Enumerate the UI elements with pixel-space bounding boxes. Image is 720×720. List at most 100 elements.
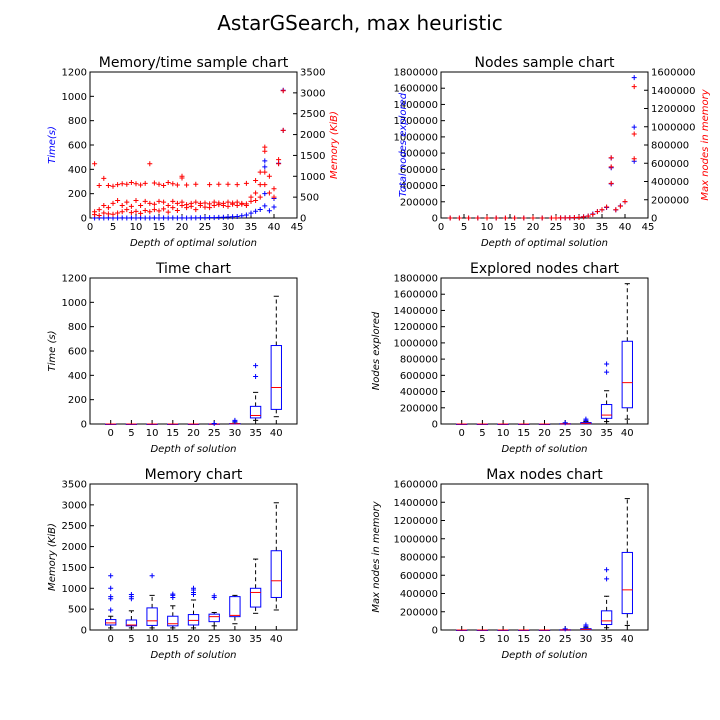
data-point [105, 205, 111, 211]
x-axis-label: Depth of optimal solution [130, 238, 257, 249]
data-point [253, 208, 259, 214]
data-point [590, 211, 596, 217]
box-10 [497, 423, 509, 425]
data-point [101, 215, 107, 221]
data-point [581, 214, 587, 220]
data-point [193, 215, 199, 221]
data-point [133, 181, 139, 187]
data-point [622, 199, 628, 205]
box-body [621, 551, 633, 615]
data-point [243, 201, 249, 207]
data-point [276, 157, 282, 163]
y-tick-label: 400 [68, 165, 87, 176]
x-tick-label: 20 [527, 222, 540, 233]
data-point [147, 161, 153, 167]
data-point [110, 183, 116, 189]
chart-explored: Explored nodes chart 0 200000 400000 600000 8… [371, 261, 649, 455]
x-tick-label: 45 [291, 222, 304, 233]
box-10 [146, 573, 158, 629]
chart-title: Max nodes chart [486, 467, 603, 483]
data-point [456, 215, 462, 221]
x-tick-label: 30 [222, 222, 235, 233]
data-point [138, 182, 144, 188]
y-tick-label: 600000 [400, 165, 438, 176]
y2-tick-label: 800000 [651, 141, 689, 152]
x-tick-label: 5 [128, 428, 134, 439]
y-axis-label: Nodes explored [371, 311, 382, 390]
data-point [604, 204, 610, 210]
plot-frame [89, 277, 298, 425]
data-point [105, 211, 111, 217]
y2-tick-label: 500 [300, 193, 319, 204]
y-tick-label: 2500 [62, 521, 87, 532]
chart-time: Time chart 0 200 400 600 800 1000 1200 0 5 10 15 20 2… [47, 261, 298, 455]
flier-point [191, 585, 196, 591]
y-tick-label: 0 [81, 420, 87, 431]
x-tick-label: 10 [130, 222, 143, 233]
y-tick-label: 0 [432, 626, 438, 637]
box-30 [580, 622, 592, 631]
data-point [101, 175, 107, 181]
box-body [125, 619, 138, 627]
data-point [585, 213, 591, 219]
data-point [631, 124, 637, 130]
y-tick-label: 200000 [400, 607, 438, 618]
y-axis-label: Max nodes in memory [371, 500, 382, 612]
box-20 [187, 423, 200, 425]
x-tick-label: 25 [208, 634, 221, 645]
y-tick-label: 200 [68, 189, 87, 200]
data-point [179, 215, 185, 221]
box-0 [105, 423, 117, 425]
data-point [220, 200, 226, 206]
box-15 [518, 423, 530, 425]
box-25 [208, 421, 220, 427]
flier-point [211, 421, 217, 427]
data-point [257, 194, 263, 200]
flier-point [583, 622, 589, 628]
data-point [147, 215, 153, 221]
y2-tick-label: 2000 [300, 130, 325, 141]
flier-point [604, 576, 610, 582]
data-point [151, 207, 157, 213]
data-point [197, 200, 203, 206]
data-point [115, 197, 121, 203]
data-point [211, 199, 217, 205]
data-point [262, 203, 268, 209]
data-point [234, 182, 240, 188]
data-point [151, 215, 157, 221]
x-tick-label: 35 [245, 222, 258, 233]
y2-tick-label: 1200000 [651, 104, 696, 115]
data-point [262, 148, 268, 154]
y-tick-label: 800 [68, 116, 87, 127]
box-35 [600, 361, 613, 423]
x-tick-label: 30 [580, 428, 593, 439]
data-point [115, 210, 121, 216]
data-point [165, 202, 171, 208]
charts-container: Memory/time sample chart0200400600800100… [47, 55, 711, 661]
data-point [197, 215, 203, 221]
chart-title: Nodes sample chart [474, 55, 615, 71]
x-tick-label: 30 [229, 428, 242, 439]
data-point [243, 212, 249, 218]
y2-tick-label: 200000 [651, 195, 689, 206]
data-point [142, 180, 148, 186]
data-point [530, 215, 536, 221]
data-point [248, 210, 254, 216]
data-point [631, 84, 637, 90]
data-point [161, 182, 167, 188]
data-point [138, 210, 144, 216]
flier-point [170, 591, 176, 597]
flier-point [149, 573, 155, 579]
box-body [270, 345, 282, 410]
data-point [115, 182, 121, 188]
box-body [146, 607, 158, 626]
data-point [225, 203, 231, 209]
x-tick-label: 5 [479, 428, 485, 439]
y2-axis-label: Memory (KiB) [329, 111, 340, 179]
data-point [96, 212, 102, 218]
data-point [631, 75, 637, 81]
data-point [179, 199, 185, 205]
y-tick-label: 2000 [62, 542, 87, 553]
y2-tick-label: 3000 [300, 88, 325, 99]
